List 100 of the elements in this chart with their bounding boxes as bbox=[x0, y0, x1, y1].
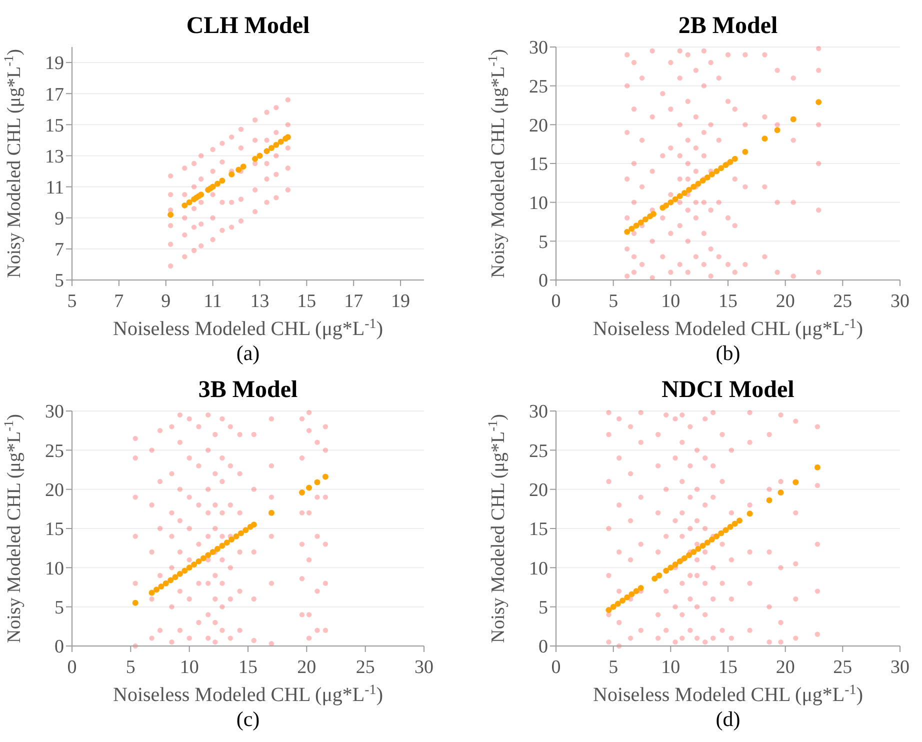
point bbox=[762, 136, 768, 142]
point bbox=[252, 138, 258, 143]
point bbox=[274, 195, 279, 200]
point bbox=[264, 160, 270, 166]
point bbox=[191, 206, 197, 212]
x-tick-label: 15 bbox=[718, 657, 738, 678]
point bbox=[718, 530, 724, 536]
point bbox=[663, 568, 670, 574]
point bbox=[252, 117, 258, 123]
point bbox=[176, 570, 183, 577]
text: (d) bbox=[716, 707, 740, 731]
y-tick-label: 9 bbox=[54, 208, 64, 230]
y-tick-label: 30 bbox=[45, 402, 64, 423]
point bbox=[624, 594, 630, 600]
point bbox=[727, 158, 734, 165]
point bbox=[663, 202, 670, 208]
x-tick-label: 15 bbox=[297, 291, 316, 312]
y-tick-label: 20 bbox=[45, 480, 64, 501]
y-tick-label: 15 bbox=[529, 154, 548, 176]
point bbox=[264, 148, 270, 154]
x-tick-label: 5 bbox=[608, 291, 618, 312]
point bbox=[168, 173, 174, 179]
point bbox=[153, 586, 160, 593]
y-tick-label: 10 bbox=[529, 192, 548, 214]
point bbox=[191, 184, 197, 190]
point bbox=[628, 591, 635, 598]
point bbox=[210, 184, 216, 190]
point bbox=[285, 145, 290, 151]
point bbox=[238, 145, 244, 151]
point bbox=[168, 192, 174, 198]
point bbox=[672, 196, 678, 202]
point bbox=[210, 146, 216, 152]
point bbox=[766, 497, 772, 504]
point bbox=[256, 152, 263, 159]
point bbox=[220, 140, 225, 146]
point bbox=[285, 122, 290, 128]
x-tick-label: 11 bbox=[204, 291, 222, 312]
point bbox=[624, 228, 630, 235]
point bbox=[732, 156, 738, 162]
y-tick-label: 0 bbox=[538, 636, 548, 658]
point bbox=[778, 489, 784, 496]
point bbox=[620, 598, 626, 604]
point bbox=[686, 552, 692, 558]
point bbox=[148, 590, 155, 596]
point bbox=[220, 159, 225, 165]
point bbox=[198, 176, 204, 182]
point bbox=[238, 126, 244, 132]
point bbox=[652, 576, 658, 582]
point bbox=[676, 193, 683, 200]
point bbox=[168, 577, 174, 584]
point bbox=[224, 540, 230, 546]
point bbox=[614, 600, 621, 607]
x-tick-label: 25 bbox=[833, 657, 852, 678]
y-tick-label: 20 bbox=[529, 115, 548, 136]
y-tick-label: 5 bbox=[54, 270, 64, 292]
x-tick-label: 13 bbox=[250, 291, 270, 312]
point bbox=[238, 218, 244, 224]
point bbox=[264, 110, 270, 115]
y-tick-label: 15 bbox=[529, 519, 548, 540]
point bbox=[214, 546, 220, 552]
x-axis-title: Noiseless Modeled CHL (μg*L$^{-1}$) bbox=[593, 682, 863, 706]
point bbox=[727, 524, 734, 530]
point bbox=[714, 168, 720, 174]
point bbox=[790, 116, 796, 122]
point bbox=[700, 542, 706, 549]
x-tick-label: 30 bbox=[414, 657, 434, 678]
text: (c) bbox=[236, 707, 260, 731]
point bbox=[182, 166, 188, 171]
y-tick-label: 5 bbox=[54, 597, 64, 618]
point bbox=[686, 186, 692, 193]
point bbox=[264, 200, 270, 205]
point bbox=[182, 568, 188, 574]
y-tick-label: 25 bbox=[529, 76, 548, 98]
point bbox=[210, 192, 216, 198]
point bbox=[238, 530, 244, 536]
x-tick-label: 25 bbox=[833, 291, 852, 312]
point bbox=[298, 489, 305, 496]
point bbox=[168, 242, 174, 247]
point bbox=[250, 522, 257, 528]
x-tick-label: 19 bbox=[391, 291, 410, 312]
point bbox=[714, 533, 720, 540]
point bbox=[132, 600, 138, 606]
point bbox=[168, 212, 174, 218]
point bbox=[314, 479, 320, 486]
point bbox=[774, 127, 780, 134]
x-tick-label: 15 bbox=[238, 657, 258, 678]
point bbox=[672, 562, 678, 568]
point bbox=[638, 220, 644, 226]
point bbox=[252, 187, 258, 193]
point bbox=[168, 223, 174, 228]
y-tick-label: 19 bbox=[45, 53, 64, 74]
text: (a) bbox=[236, 341, 260, 365]
point bbox=[695, 546, 702, 552]
x-tick-label: 15 bbox=[718, 291, 738, 312]
chart-title: 2B Model bbox=[678, 13, 778, 39]
point bbox=[732, 520, 738, 527]
point bbox=[264, 138, 270, 143]
point bbox=[610, 604, 616, 610]
y-tick-label: 7 bbox=[54, 240, 64, 261]
point bbox=[162, 580, 169, 586]
